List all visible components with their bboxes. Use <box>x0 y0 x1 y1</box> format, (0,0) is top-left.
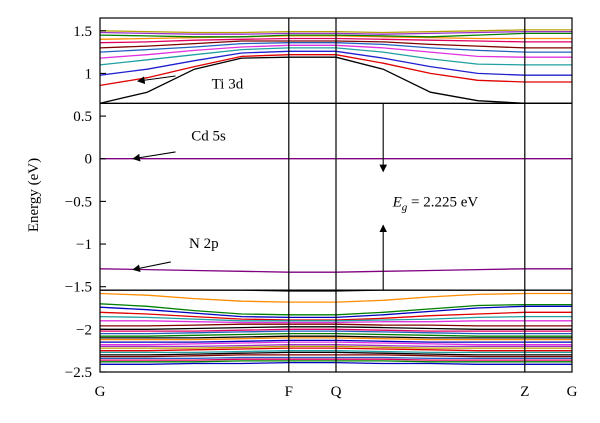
y-tick-label-2: 0.5 <box>73 109 92 125</box>
cd5s-label: Cd 5s <box>191 129 226 145</box>
cd5s-arrow <box>132 151 176 162</box>
n2p-arrow <box>132 261 171 273</box>
y-tick-label-6: −1.5 <box>65 280 92 296</box>
k-point-vertical-lines <box>288 18 526 372</box>
y-tick-label-5: −1 <box>76 237 92 253</box>
gap-subscript: g <box>402 201 408 213</box>
plot-frame <box>99 17 573 373</box>
x-tick-label-4: G <box>567 384 578 400</box>
band-gap-label: Eg = 2.225 eV <box>392 194 479 213</box>
n2p-label: N 2p <box>189 236 219 252</box>
y-axis-title: Energy (eV) <box>26 158 42 232</box>
band-gap-indicator: Eg = 2.225 eV <box>379 103 479 291</box>
x-tick-label-2: Q <box>331 384 342 400</box>
annotations: Ti 3d Cd 5s N 2p <box>132 75 244 273</box>
x-tick-label-3: Z <box>520 384 529 400</box>
y-tick-label-7: −2 <box>76 322 92 338</box>
y-tick-label-4: −0.5 <box>65 194 92 210</box>
y-tick-label-3: 0 <box>85 152 93 168</box>
y-tick-label-8: −2.5 <box>65 365 92 381</box>
ti3d-label: Ti 3d <box>212 77 244 93</box>
x-tick-label-0: G <box>95 384 106 400</box>
gap-symbol: E <box>392 194 402 210</box>
y-tick-label-0: 1.5 <box>73 24 92 40</box>
gap-value: = 2.225 eV <box>407 194 478 210</box>
y-tick-label-1: 1 <box>85 66 93 82</box>
ti3d-arrow <box>136 75 176 85</box>
y-axis-ticks: 1.5 1 0.5 0 −0.5 −1 −1.5 −2 −2.5 <box>65 24 106 381</box>
x-tick-label-1: F <box>285 384 293 400</box>
